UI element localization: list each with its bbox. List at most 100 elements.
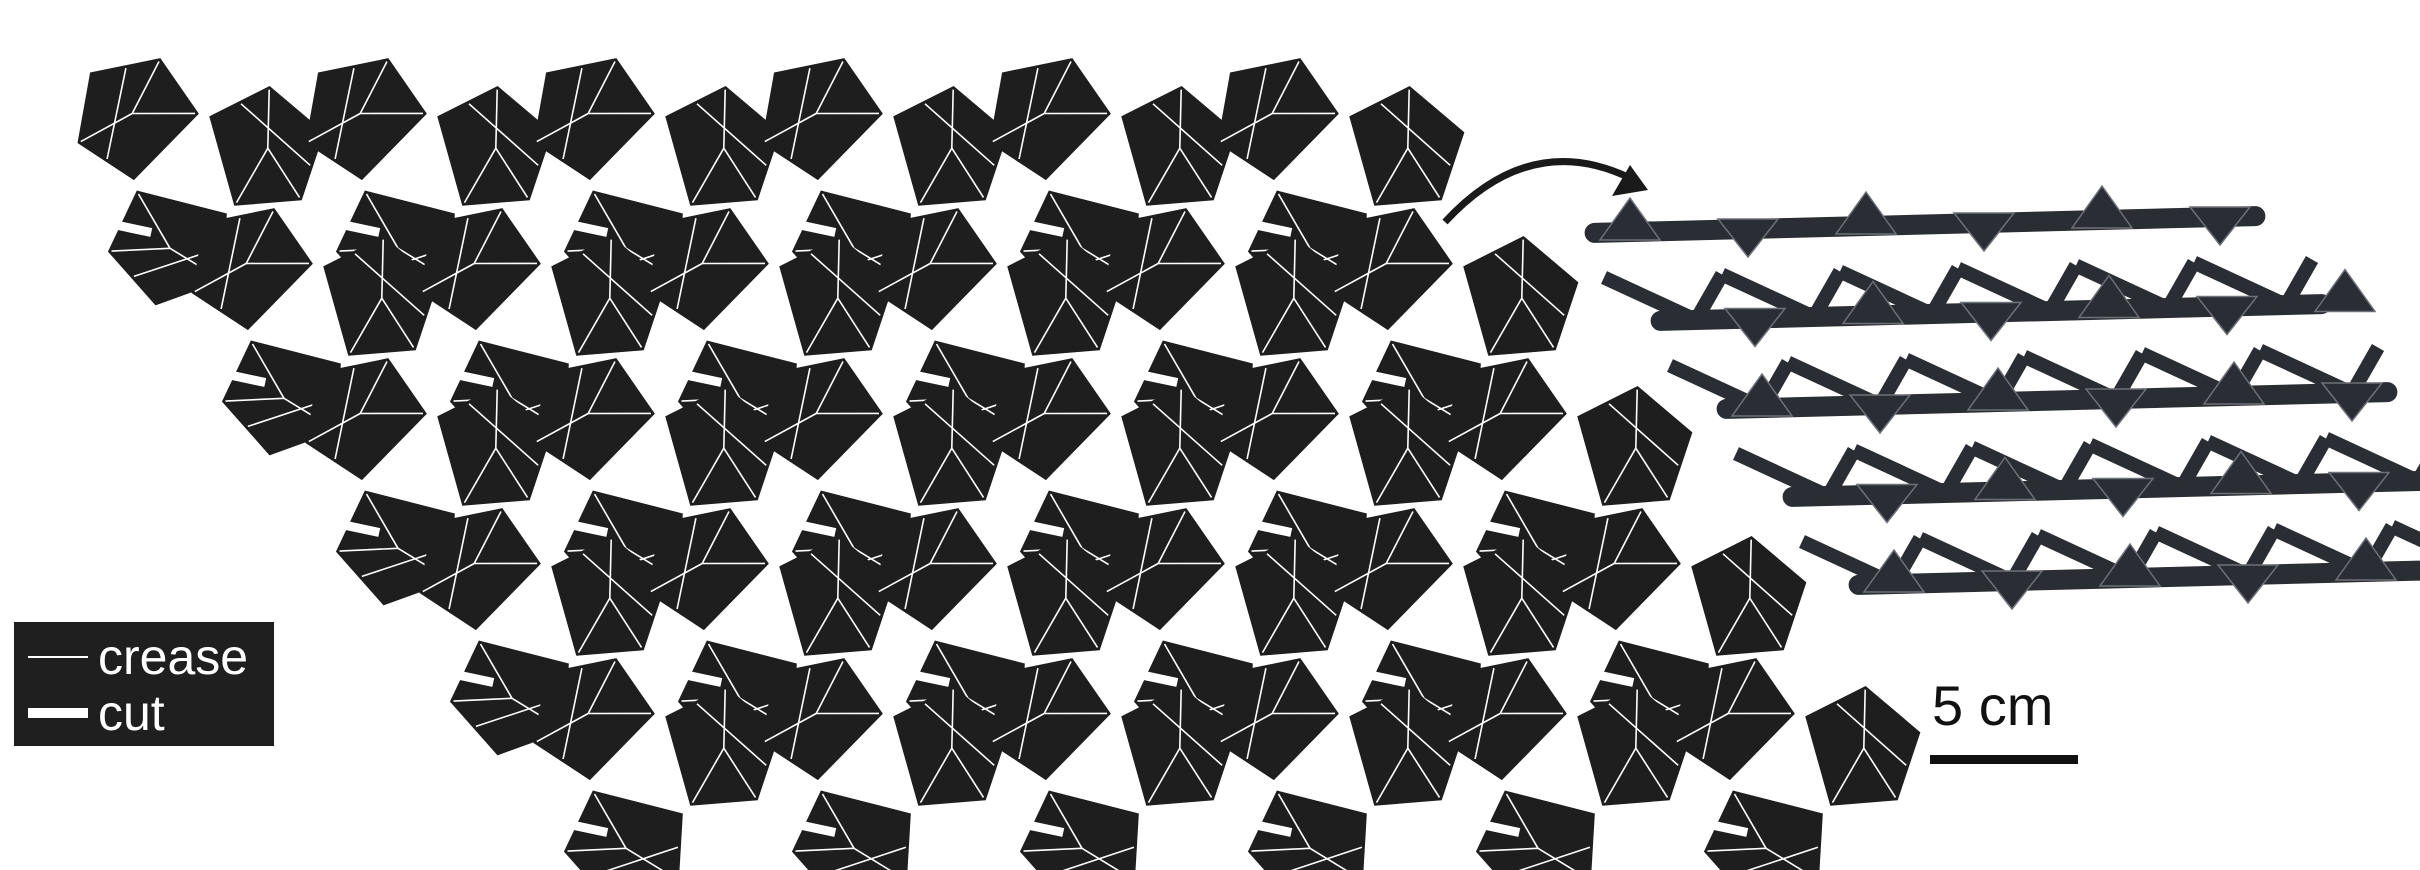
cut-slit: [549, 816, 609, 837]
crease-line: [707, 343, 741, 399]
crease-line: [1608, 403, 1679, 466]
crease-line: [1474, 368, 1495, 460]
crease-line: [1293, 239, 1296, 299]
crease-line: [1518, 846, 1591, 870]
sheet-panel: [1691, 536, 1807, 656]
crease-line: [1391, 343, 1425, 399]
crease-line: [951, 447, 985, 498]
lattice-strip: [2087, 438, 2185, 494]
crease-line: [790, 68, 811, 160]
crease-line: [1479, 847, 1539, 852]
crease-line: [924, 703, 995, 766]
crease-line: [919, 447, 953, 503]
sheet-panel: [551, 236, 667, 356]
cut-slit: [777, 816, 837, 837]
crease-line: [1157, 211, 1186, 264]
crease-line: [1065, 297, 1099, 348]
cut-slit: [1119, 666, 1179, 687]
crease-line: [1489, 297, 1523, 353]
crease-line: [1271, 661, 1300, 714]
crease-line: [235, 147, 269, 203]
sheet-panel: [1475, 790, 1595, 870]
lattice-triangle: [1834, 190, 1898, 235]
lattice-triangle: [1716, 218, 1780, 259]
crease-line: [1246, 368, 1267, 460]
crease-line: [1152, 103, 1223, 166]
crease-line: [1065, 239, 1068, 299]
crease-line: [723, 689, 726, 749]
sheet-panel: [1445, 358, 1567, 481]
crease-line-swatch: [28, 656, 88, 658]
crease-line: [810, 253, 881, 316]
crease-line: [1023, 847, 1083, 852]
sheet-panel: [875, 208, 997, 331]
crease-line: [1407, 447, 1441, 498]
crease-line: [676, 218, 697, 310]
crease-line: [1018, 68, 1039, 160]
sheet-panel: [1007, 236, 1123, 356]
crease-line: [764, 112, 817, 143]
sheet-panel: [893, 386, 1009, 506]
crease-line: [1018, 668, 1039, 760]
crease-line: [1375, 747, 1409, 803]
sheet-panel: [791, 790, 911, 870]
crease-line: [582, 553, 653, 616]
crease-line: [790, 668, 811, 760]
sheet-panel: [1349, 686, 1465, 806]
lattice-triangle: [1841, 280, 1905, 325]
crease-line: [422, 562, 475, 593]
lattice-strip: [1851, 444, 1949, 500]
lattice-strip: [1939, 444, 1979, 497]
crease-line: [194, 262, 247, 293]
crease-line: [479, 343, 513, 399]
crease-line: [536, 112, 589, 143]
crease-line: [837, 597, 871, 648]
crease-line: [609, 597, 643, 648]
crease-line: [365, 193, 399, 249]
sheet-panel: [419, 508, 541, 631]
crease-line: [929, 211, 958, 264]
sheet-panel: [989, 658, 1111, 781]
sheet-panel: [1559, 508, 1681, 631]
crease-line: [1179, 389, 1182, 449]
sheet-panel: [437, 86, 553, 206]
crease-line: [1635, 689, 1638, 749]
lattice-triangle: [2327, 471, 2391, 512]
crease-line: [764, 412, 817, 443]
crease-line: [935, 643, 969, 699]
crease-line: [1033, 297, 1067, 353]
crease-line: [334, 368, 355, 460]
cut-slit: [1347, 666, 1407, 687]
legend-crease-row: crease: [14, 630, 274, 682]
sheet-panel: [779, 536, 895, 656]
crease-line: [495, 89, 498, 149]
crease-line: [625, 847, 664, 870]
cut-slit: [777, 516, 837, 537]
crease-line: [815, 61, 844, 114]
sheet-panel: [1121, 386, 1237, 506]
crease-line: [225, 397, 285, 402]
sheet-panel: [989, 358, 1111, 481]
crease-line: [1220, 712, 1273, 743]
crease-line: [1033, 597, 1067, 653]
crease-line: [1261, 297, 1295, 353]
cut-slit: [777, 216, 837, 237]
crease-line: [220, 218, 241, 310]
crease-line: [1277, 793, 1311, 849]
lattice-strip: [1807, 268, 1847, 321]
crease-line: [1049, 793, 1083, 849]
crease-line: [696, 703, 767, 766]
crease-line: [1831, 747, 1865, 803]
crease-line: [1179, 747, 1213, 798]
crease-line: [1271, 61, 1300, 114]
crease-line: [929, 511, 958, 564]
lattice-triangle: [2209, 450, 2273, 495]
legend-cut-row: cut: [14, 686, 274, 738]
cut-slit: [321, 516, 381, 537]
crease-line: [1733, 793, 1767, 849]
sheet-panel: [1445, 658, 1567, 781]
crease-line: [1499, 661, 1528, 714]
sheet-panel: [1103, 508, 1225, 631]
lattice-triangle: [2070, 184, 2134, 229]
scale-bar: [1930, 755, 2078, 764]
